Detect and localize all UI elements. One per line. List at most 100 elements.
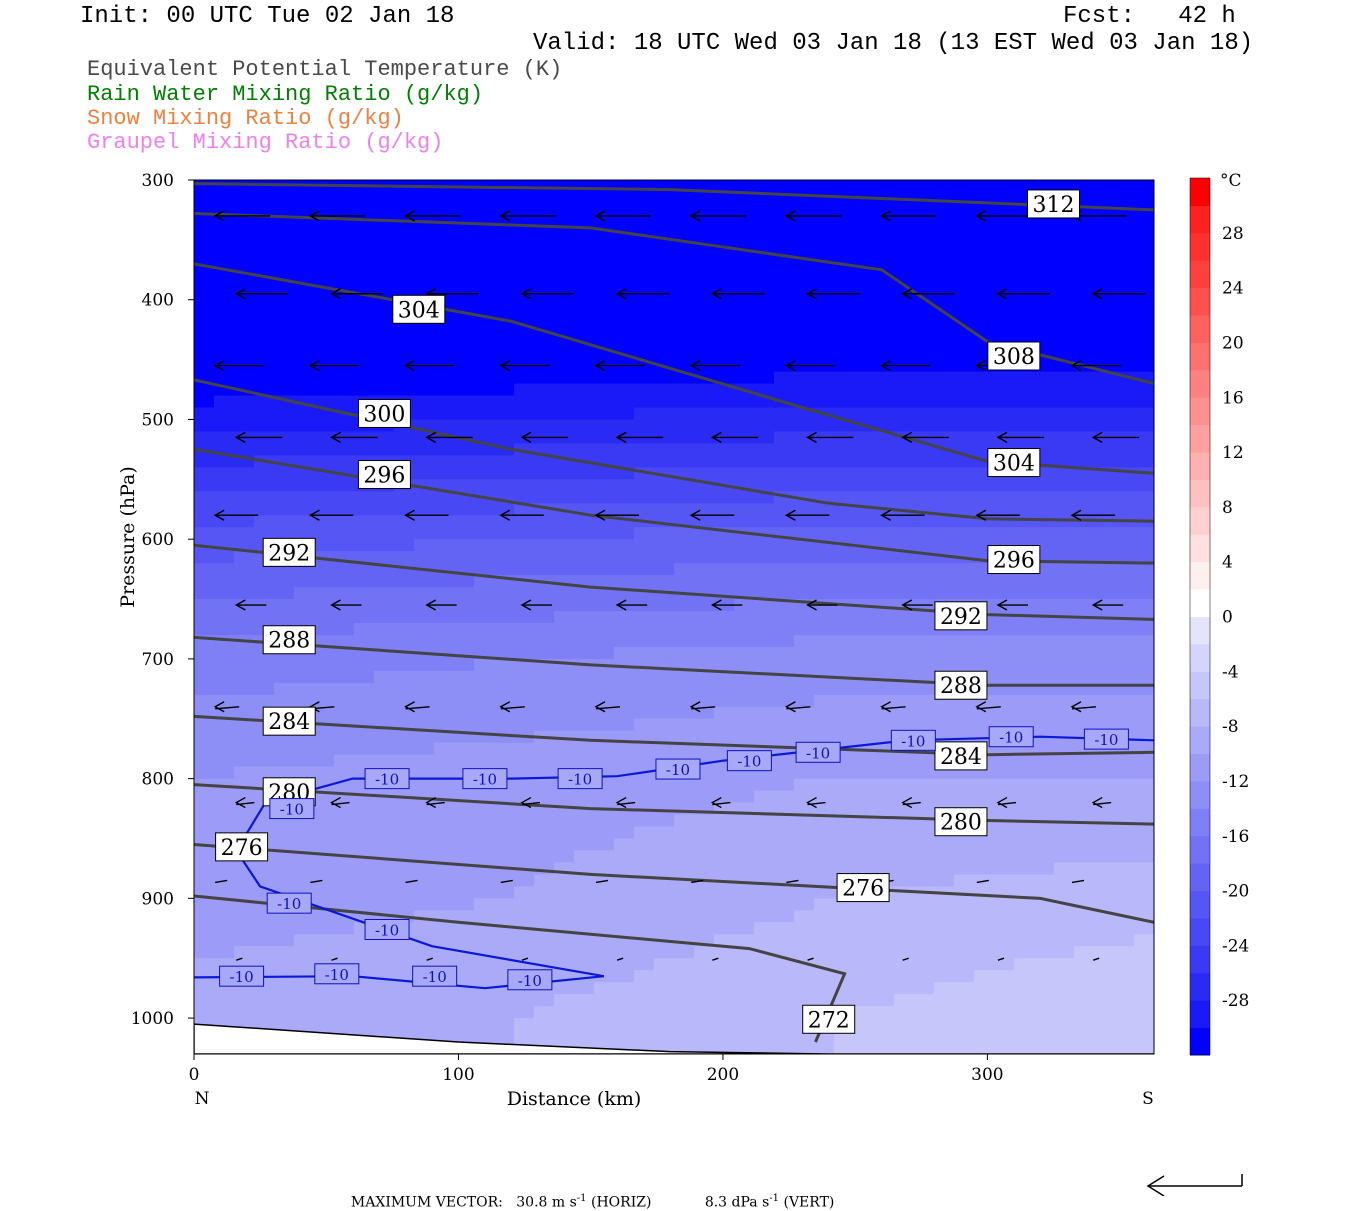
- field-cell: [1094, 335, 1115, 349]
- field-cell: [814, 503, 835, 517]
- field-cell: [194, 802, 215, 816]
- field-cell: [894, 227, 915, 241]
- field-cell: [474, 682, 495, 696]
- field-cell: [194, 958, 215, 972]
- field-cell: [254, 611, 275, 624]
- field-cell: [1094, 407, 1115, 421]
- field-cell: [894, 1018, 915, 1032]
- isotherm-label-box: [890, 729, 936, 751]
- field-cell: [494, 287, 515, 301]
- field-cell: [454, 814, 475, 828]
- field-cell: [774, 479, 795, 493]
- field-cell: [374, 263, 395, 277]
- field-cell: [494, 658, 515, 672]
- field-cell: [194, 946, 215, 960]
- field-cell: [614, 215, 635, 229]
- field-cell: [1014, 646, 1035, 660]
- field-cell: [414, 742, 435, 756]
- field-cell: [1074, 802, 1095, 816]
- field-cell: [354, 491, 375, 505]
- field-cell: [354, 383, 375, 397]
- field-cell: [914, 910, 935, 924]
- field-cell: [794, 587, 815, 601]
- field-cell: [474, 634, 495, 648]
- field-cell: [874, 347, 895, 361]
- field-cell: [1034, 587, 1055, 601]
- field-cell: [1094, 946, 1115, 960]
- field-cell: [974, 1030, 995, 1044]
- field-cell: [454, 622, 475, 636]
- field-cell: [414, 527, 435, 541]
- field-cell: [934, 874, 955, 888]
- field-cell: [474, 443, 495, 457]
- field-cell: [334, 227, 355, 241]
- field-cell: [394, 335, 415, 349]
- field-cell: [214, 479, 235, 493]
- field-cell: [754, 982, 775, 996]
- field-cell: [754, 826, 775, 840]
- field-cell: [1034, 838, 1055, 852]
- field-cell: [914, 706, 935, 720]
- field-cell: [514, 838, 535, 852]
- field-cell: [1074, 335, 1095, 349]
- exp1: -1: [576, 1193, 587, 1204]
- field-cell: [1114, 862, 1135, 876]
- field-cell: [914, 850, 935, 864]
- field-cell: [754, 227, 775, 241]
- field-cell: [834, 958, 855, 972]
- field-cell: [314, 694, 335, 708]
- field-cell: [334, 658, 355, 672]
- field-cell: [994, 694, 1015, 708]
- field-cell: [494, 323, 515, 337]
- field-cell: [814, 766, 835, 780]
- field-cell: [834, 611, 855, 624]
- field-cell: [834, 455, 855, 469]
- field-cell: [874, 922, 895, 936]
- field-cell: [314, 742, 335, 756]
- field-cell: [974, 862, 995, 876]
- field-cell: [634, 814, 655, 828]
- field-cell: [454, 263, 475, 277]
- field-cell: [314, 251, 335, 265]
- field-cell: [754, 622, 775, 636]
- field-cell: [814, 778, 835, 792]
- field-cell: [674, 994, 695, 1008]
- wind-arrowhead: [689, 509, 701, 521]
- field-cell: [274, 599, 295, 613]
- field-cell: [594, 491, 615, 505]
- field-cell: [574, 419, 595, 433]
- field-cell: [454, 611, 475, 624]
- field-cell: [654, 946, 675, 960]
- field-cell: [734, 263, 755, 277]
- field-cell: [614, 634, 635, 648]
- colorbar-swatch: [1190, 698, 1210, 727]
- field-cell: [514, 563, 535, 577]
- field-cell: [214, 670, 235, 684]
- field-cell: [654, 599, 675, 613]
- field-cell: [974, 922, 995, 936]
- field-cell: [294, 311, 315, 325]
- field-cell: [374, 946, 395, 960]
- field-cell: [874, 838, 895, 852]
- field-cell: [434, 467, 455, 481]
- field-cell: [694, 395, 715, 409]
- field-cell: [714, 203, 735, 217]
- field-cell: [334, 263, 355, 277]
- field-cell: [994, 323, 1015, 337]
- field-cell: [834, 838, 855, 852]
- wind-arrow: [691, 879, 704, 884]
- field-cell: [794, 1042, 815, 1054]
- field-cell: [1074, 575, 1095, 589]
- field-cell: [1074, 239, 1095, 253]
- field-cell: [514, 814, 535, 828]
- field-cell: [734, 922, 755, 936]
- field-cell: [834, 275, 855, 289]
- field-cell: [314, 982, 335, 996]
- field-cell: [354, 587, 375, 601]
- field-cell: [674, 275, 695, 289]
- field-cell: [1074, 263, 1095, 277]
- field-cell: [714, 694, 735, 708]
- field-cell: [1014, 503, 1035, 517]
- field-cell: [694, 910, 715, 924]
- field-cell: [754, 886, 775, 900]
